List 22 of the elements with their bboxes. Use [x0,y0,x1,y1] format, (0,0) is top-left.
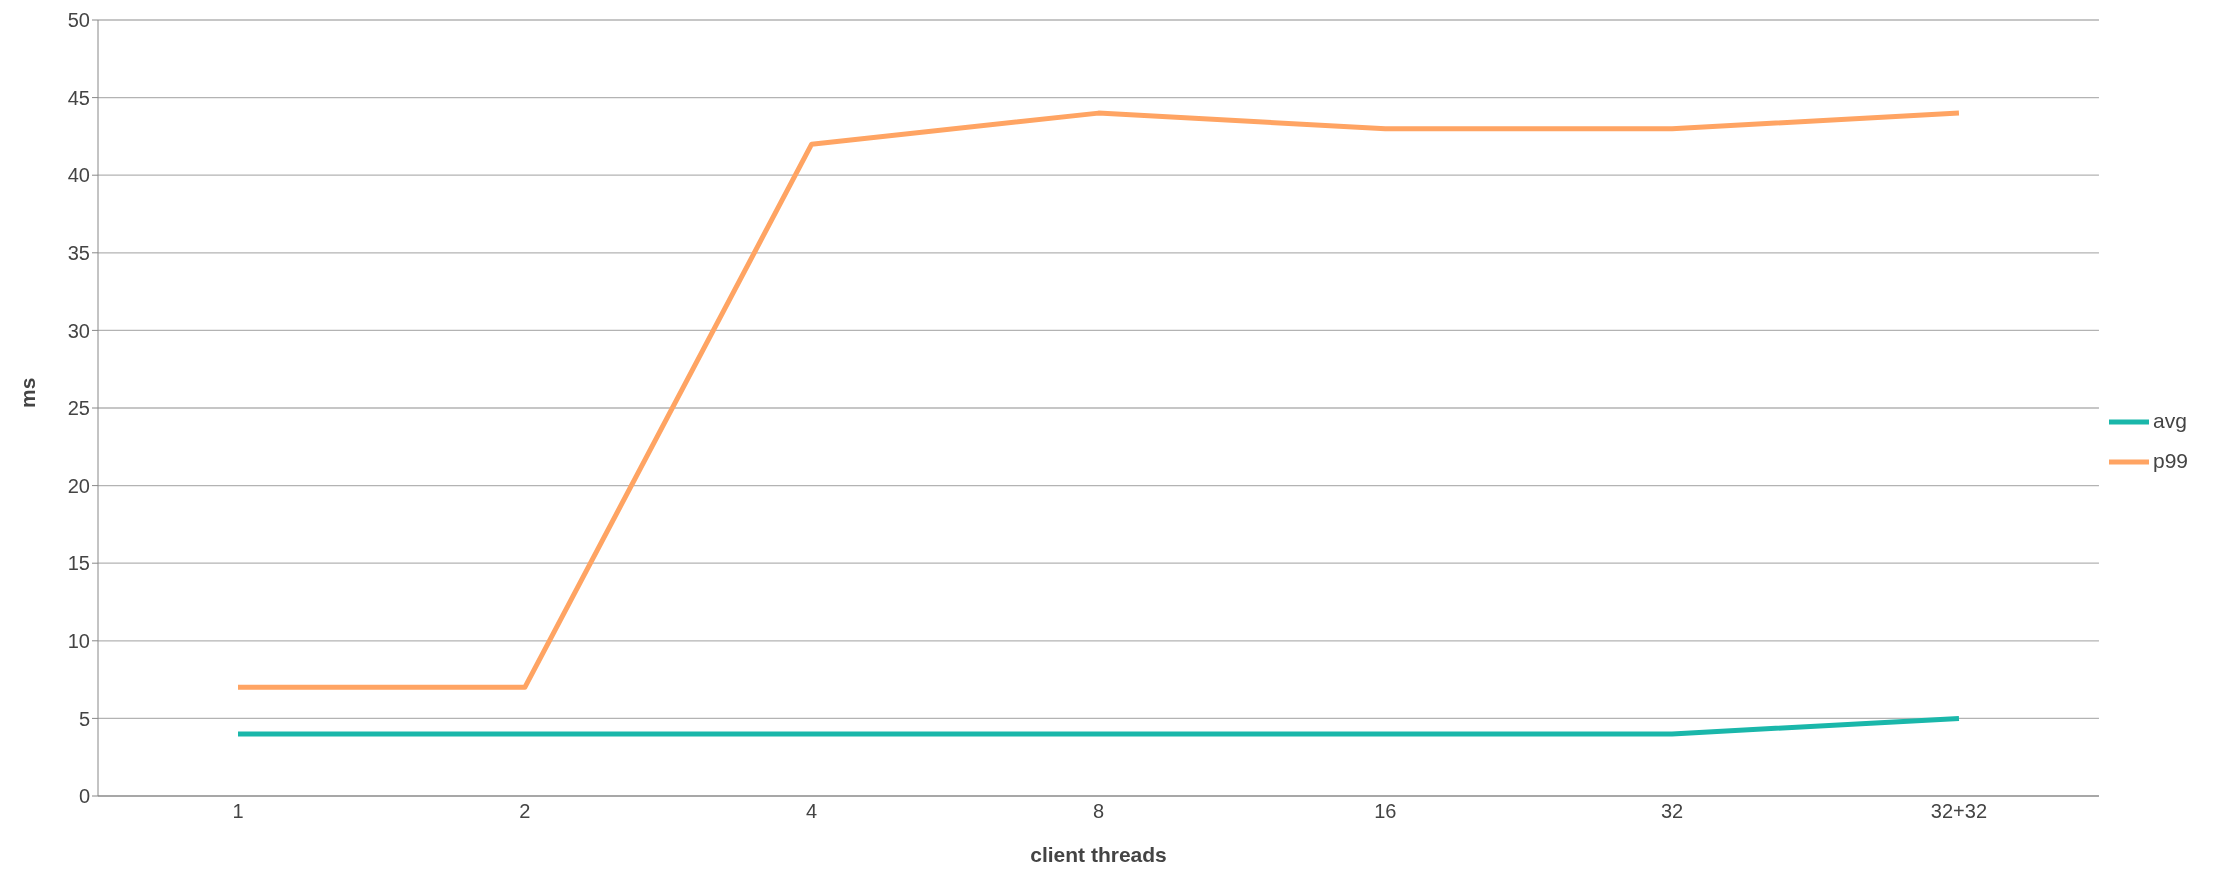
x-tick-label: 32 [1661,800,1684,823]
x-axis-title: client threads [1030,843,1167,866]
x-tick-label: 32+32 [1930,800,1988,823]
x-tick-label: 4 [806,800,818,823]
legend-label: p99 [2152,448,2188,472]
y-tick-label: 30 [67,319,90,342]
x-tick-label: 2 [519,800,531,823]
y-tick-label: 25 [67,397,90,420]
y-tick-label: 5 [78,707,90,730]
y-tick-label: 15 [67,552,90,575]
y-tick-label: 0 [78,785,90,808]
y-axis-title: ms [16,377,40,408]
y-tick-label: 35 [67,241,90,264]
y-tick-label: 50 [67,9,90,32]
y-tick-label: 10 [67,629,90,652]
y-tick-label: 20 [67,474,90,497]
legend-label: avg [2152,408,2187,432]
y-tick-label: 40 [67,164,90,187]
y-tick-label: 45 [67,86,90,109]
x-tick-label: 1 [232,800,244,823]
x-tick-label: 8 [1092,800,1105,823]
x-tick-label: 16 [1374,800,1397,823]
